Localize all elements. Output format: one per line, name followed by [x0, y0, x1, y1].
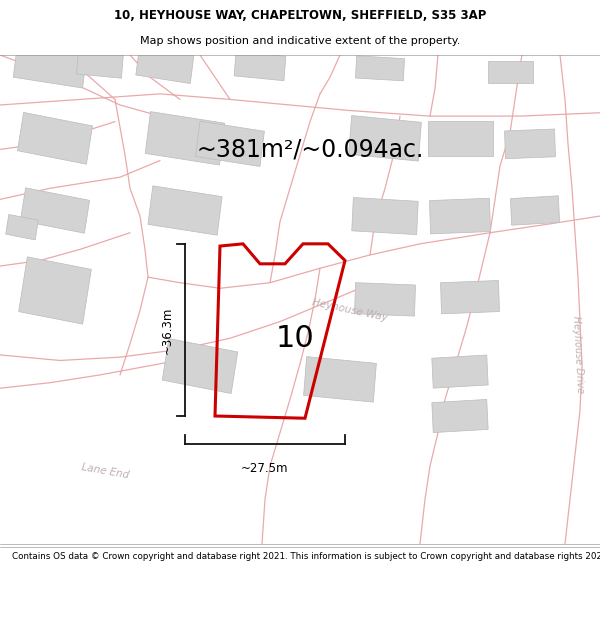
- Polygon shape: [356, 56, 404, 81]
- Polygon shape: [148, 186, 222, 235]
- Polygon shape: [430, 198, 491, 234]
- Polygon shape: [505, 129, 556, 159]
- Polygon shape: [5, 214, 38, 240]
- Text: ~27.5m: ~27.5m: [241, 462, 289, 475]
- Text: ~381m²/~0.094ac.: ~381m²/~0.094ac.: [196, 138, 424, 161]
- Polygon shape: [349, 116, 421, 161]
- Polygon shape: [427, 121, 493, 156]
- Text: 10, HEYHOUSE WAY, CHAPELTOWN, SHEFFIELD, S35 3AP: 10, HEYHOUSE WAY, CHAPELTOWN, SHEFFIELD,…: [114, 9, 486, 22]
- Polygon shape: [145, 112, 225, 165]
- Polygon shape: [13, 44, 87, 88]
- Polygon shape: [17, 112, 92, 164]
- Polygon shape: [440, 281, 499, 314]
- Text: Heyhouse Way: Heyhouse Way: [311, 298, 389, 323]
- Polygon shape: [196, 121, 265, 166]
- Polygon shape: [304, 357, 376, 402]
- Polygon shape: [77, 49, 124, 78]
- Polygon shape: [352, 198, 418, 234]
- Polygon shape: [234, 51, 286, 81]
- Text: Map shows position and indicative extent of the property.: Map shows position and indicative extent…: [140, 36, 460, 46]
- Text: Heyhouse Drive: Heyhouse Drive: [571, 316, 585, 394]
- Text: Lane End: Lane End: [80, 462, 130, 481]
- Polygon shape: [162, 339, 238, 394]
- Polygon shape: [136, 44, 194, 84]
- Polygon shape: [432, 399, 488, 432]
- Polygon shape: [20, 188, 89, 233]
- Text: 10: 10: [275, 324, 314, 352]
- Polygon shape: [355, 282, 415, 316]
- Polygon shape: [511, 196, 560, 225]
- Polygon shape: [19, 257, 91, 324]
- Text: Contains OS data © Crown copyright and database right 2021. This information is : Contains OS data © Crown copyright and d…: [12, 552, 600, 561]
- Text: ~36.3m: ~36.3m: [161, 306, 173, 354]
- Polygon shape: [432, 355, 488, 388]
- Polygon shape: [487, 61, 533, 82]
